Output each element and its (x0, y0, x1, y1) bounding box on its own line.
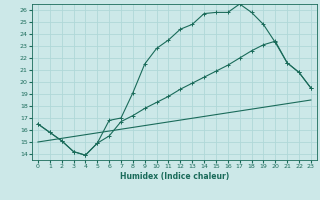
X-axis label: Humidex (Indice chaleur): Humidex (Indice chaleur) (120, 172, 229, 181)
